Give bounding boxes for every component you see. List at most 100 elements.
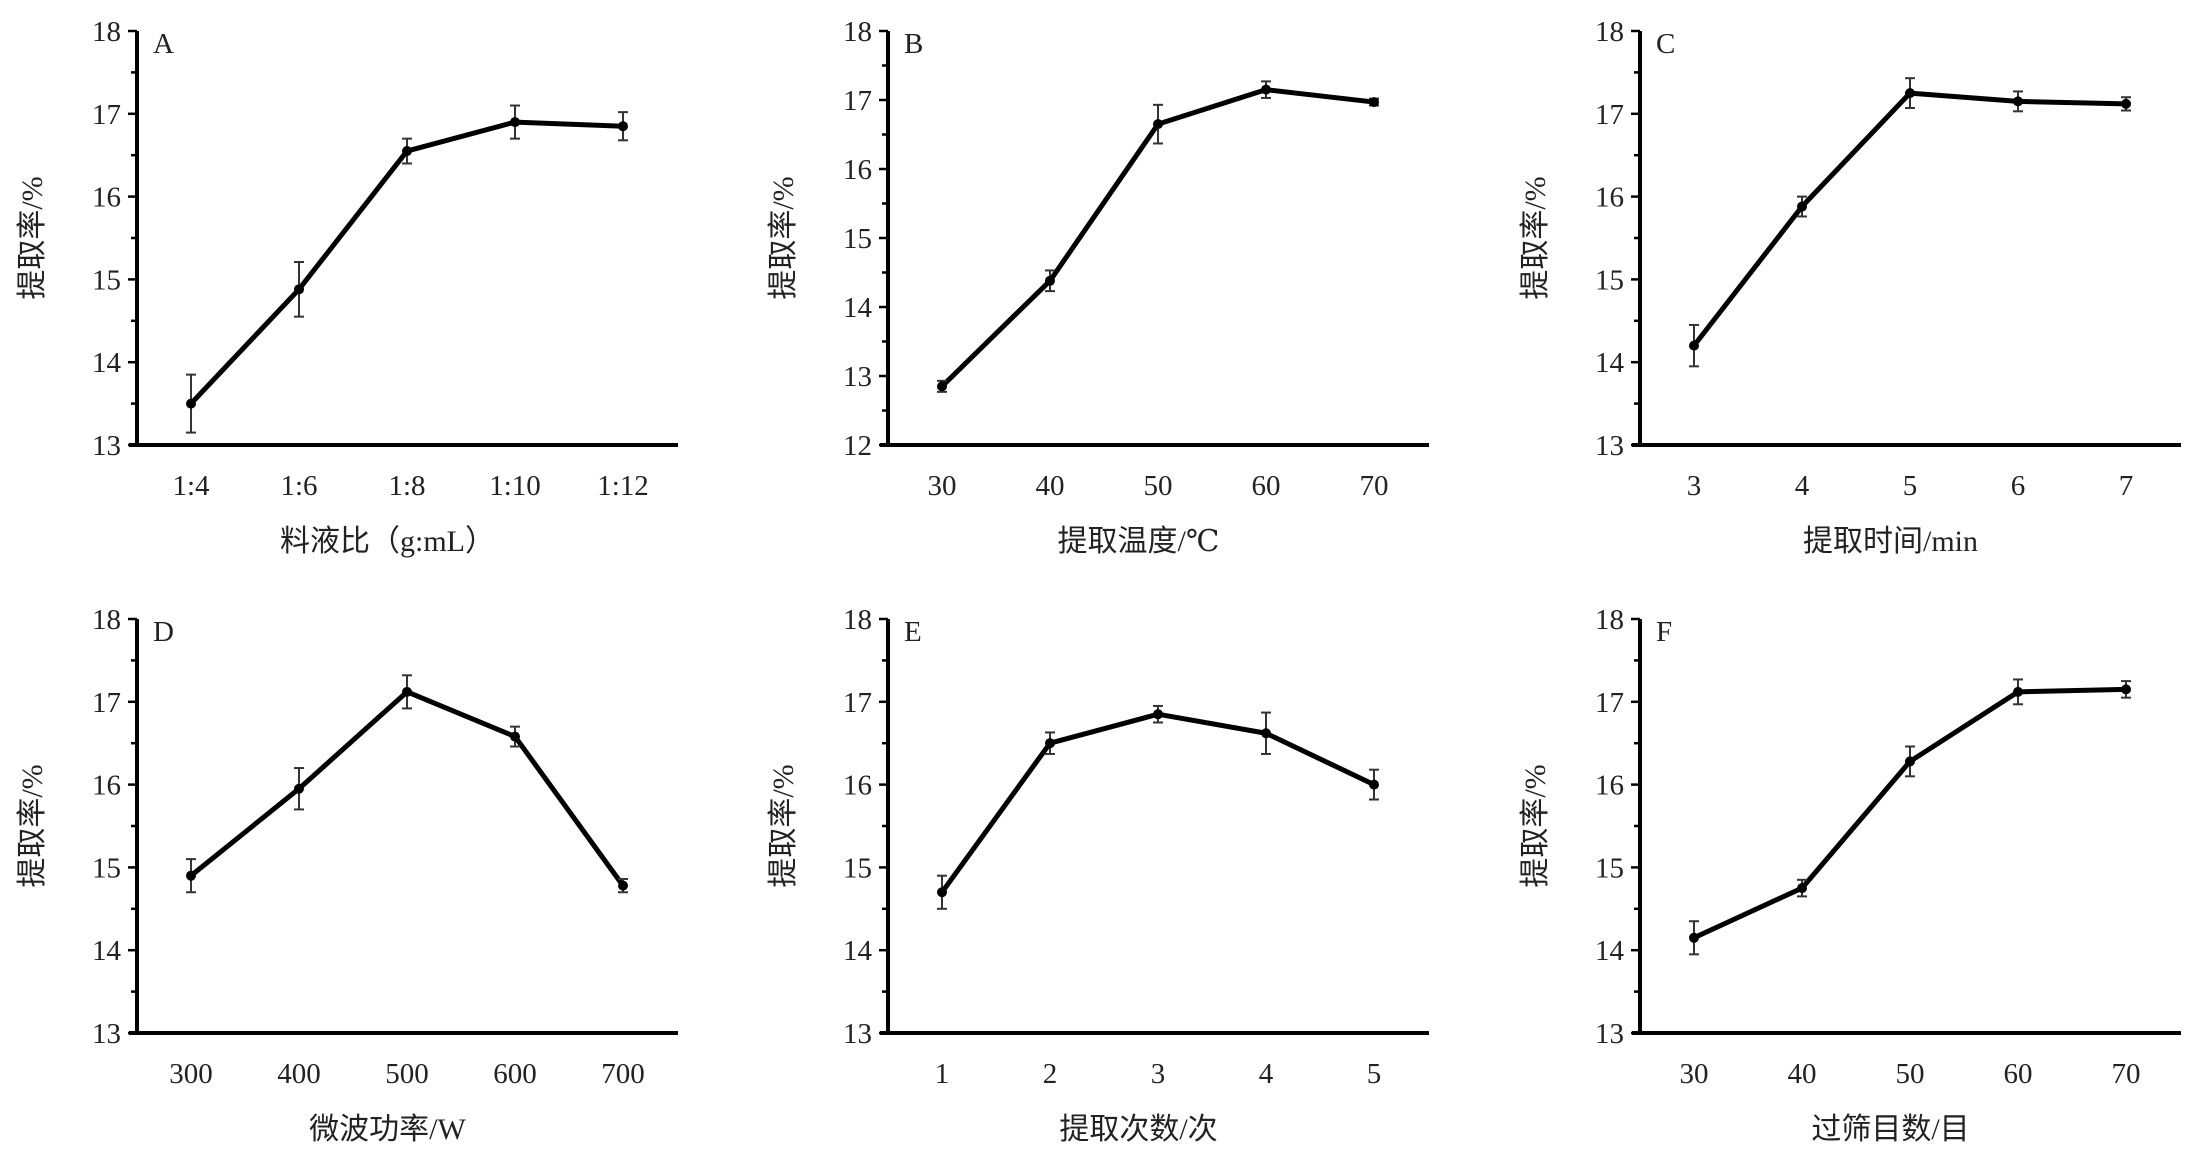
y-tick-label: 16 [843,154,872,186]
y-axis-label: 提取率/% [1519,764,1552,887]
y-tick-label: 17 [1595,687,1624,719]
x-axis-label: 提取时间/min [1803,525,1978,558]
data-point [402,686,412,697]
data-point [1905,88,1915,99]
y-axis-label: 提取率/% [16,176,49,299]
y-tick-label: 14 [92,347,122,379]
y-tick-label: 16 [92,770,121,802]
y-tick-label: 15 [92,264,121,296]
x-tick-label: 1:8 [388,470,425,502]
data-point [186,870,196,881]
data-point [2121,684,2131,695]
data-point [1369,779,1379,790]
y-tick-label: 18 [1595,604,1624,636]
x-axis-label: 提取温度/℃ [1058,525,1220,558]
y-tick-label: 12 [843,430,872,462]
y-tick-label: 16 [92,182,121,214]
y-tick-label: 14 [843,935,873,967]
data-point [1153,709,1163,720]
data-point [510,117,520,128]
series-line [189,689,626,888]
data-point [1045,738,1055,749]
x-tick-label: 6 [2011,470,2026,502]
data-point [1689,932,1699,943]
x-tick-label: 1:12 [597,470,649,502]
panel-letter: A [153,28,174,60]
x-tick-label: 4 [1795,470,1810,502]
series-line [939,711,1376,894]
data-point [1797,201,1807,212]
data-point [1261,84,1271,95]
x-tick-label: 40 [1788,1058,1817,1090]
x-tick-label: 30 [1680,1058,1709,1090]
y-axis-label: 提取率/% [767,764,800,887]
y-tick-label: 17 [1595,99,1624,131]
y-tick-label: 13 [1595,1018,1624,1050]
data-point [402,146,412,157]
data-point [1905,756,1915,767]
panel-letter: E [904,616,922,648]
panel-letter: C [1656,28,1675,60]
data-point [2013,96,2023,107]
data-point [1261,728,1271,739]
x-tick-label: 1:6 [280,470,317,502]
panel-f: 13 14 15 16 17 18 30 40 50 60 70 过筛目数/目 提取率/% F [1519,604,2181,1146]
y-tick-label: 15 [1595,852,1624,884]
data-point [618,121,628,132]
y-tick-label: 18 [1595,16,1624,48]
y-tick-label: 13 [843,361,872,393]
panel-d: 13 14 15 16 17 18 300 400 500 600 700 微波功率/W 提取率/% D [16,604,678,1146]
panel-letter: F [1656,616,1672,648]
x-tick-label: 1 [935,1058,950,1090]
data-point [186,398,196,409]
data-point [937,381,947,392]
panel-e: 13 14 15 16 17 18 1 2 3 4 5 提取次数/次 提取率/% E [767,604,1429,1146]
panel-letter: D [153,616,174,648]
y-tick-label: 17 [843,85,872,117]
y-tick-label: 17 [843,687,872,719]
x-tick-label: 60 [2004,1058,2033,1090]
y-tick-label: 16 [1595,770,1624,802]
y-tick-label: 14 [92,935,122,967]
y-tick-label: 16 [843,770,872,802]
x-tick-label: 70 [1360,470,1389,502]
x-tick-label: 2 [1043,1058,1058,1090]
data-point [1369,97,1379,108]
x-tick-label: 1:10 [489,470,541,502]
panel-letter: B [904,28,923,60]
x-tick-label: 7 [2119,470,2134,502]
y-tick-label: 13 [92,430,121,462]
x-tick-label: 50 [1144,470,1173,502]
data-point [937,887,947,898]
x-tick-label: 600 [493,1058,537,1090]
x-tick-label: 3 [1687,470,1702,502]
y-tick-label: 18 [92,16,121,48]
panel-b: 12 13 14 15 16 17 18 30 40 50 60 70 提取温度/℃ 提取率/% B [767,16,1429,558]
x-tick-label: 700 [601,1058,645,1090]
x-tick-label: 5 [1903,470,1918,502]
y-tick-label: 14 [843,292,873,324]
x-tick-label: 70 [2112,1058,2141,1090]
y-axis-label: 提取率/% [16,764,49,887]
data-point [294,783,304,794]
x-axis-label: 提取次数/次 [1059,1113,1217,1146]
y-axis-label: 提取率/% [767,176,800,299]
y-tick-label: 15 [1595,264,1624,296]
data-point [1153,119,1163,130]
x-tick-label: 300 [169,1058,213,1090]
y-tick-label: 13 [843,1018,872,1050]
x-tick-label: 40 [1036,470,1065,502]
y-tick-label: 17 [92,687,121,719]
y-tick-label: 13 [1595,430,1624,462]
y-tick-label: 14 [1595,347,1625,379]
x-tick-label: 400 [277,1058,321,1090]
y-tick-label: 15 [843,852,872,884]
data-point [1689,340,1699,351]
data-point [618,880,628,891]
data-point [294,284,304,295]
y-tick-label: 18 [843,16,872,48]
panel-c: 13 14 15 16 17 18 3 4 5 6 7 提取时间/min 提取率/% C [1519,16,2181,558]
x-tick-label: 50 [1896,1058,1925,1090]
